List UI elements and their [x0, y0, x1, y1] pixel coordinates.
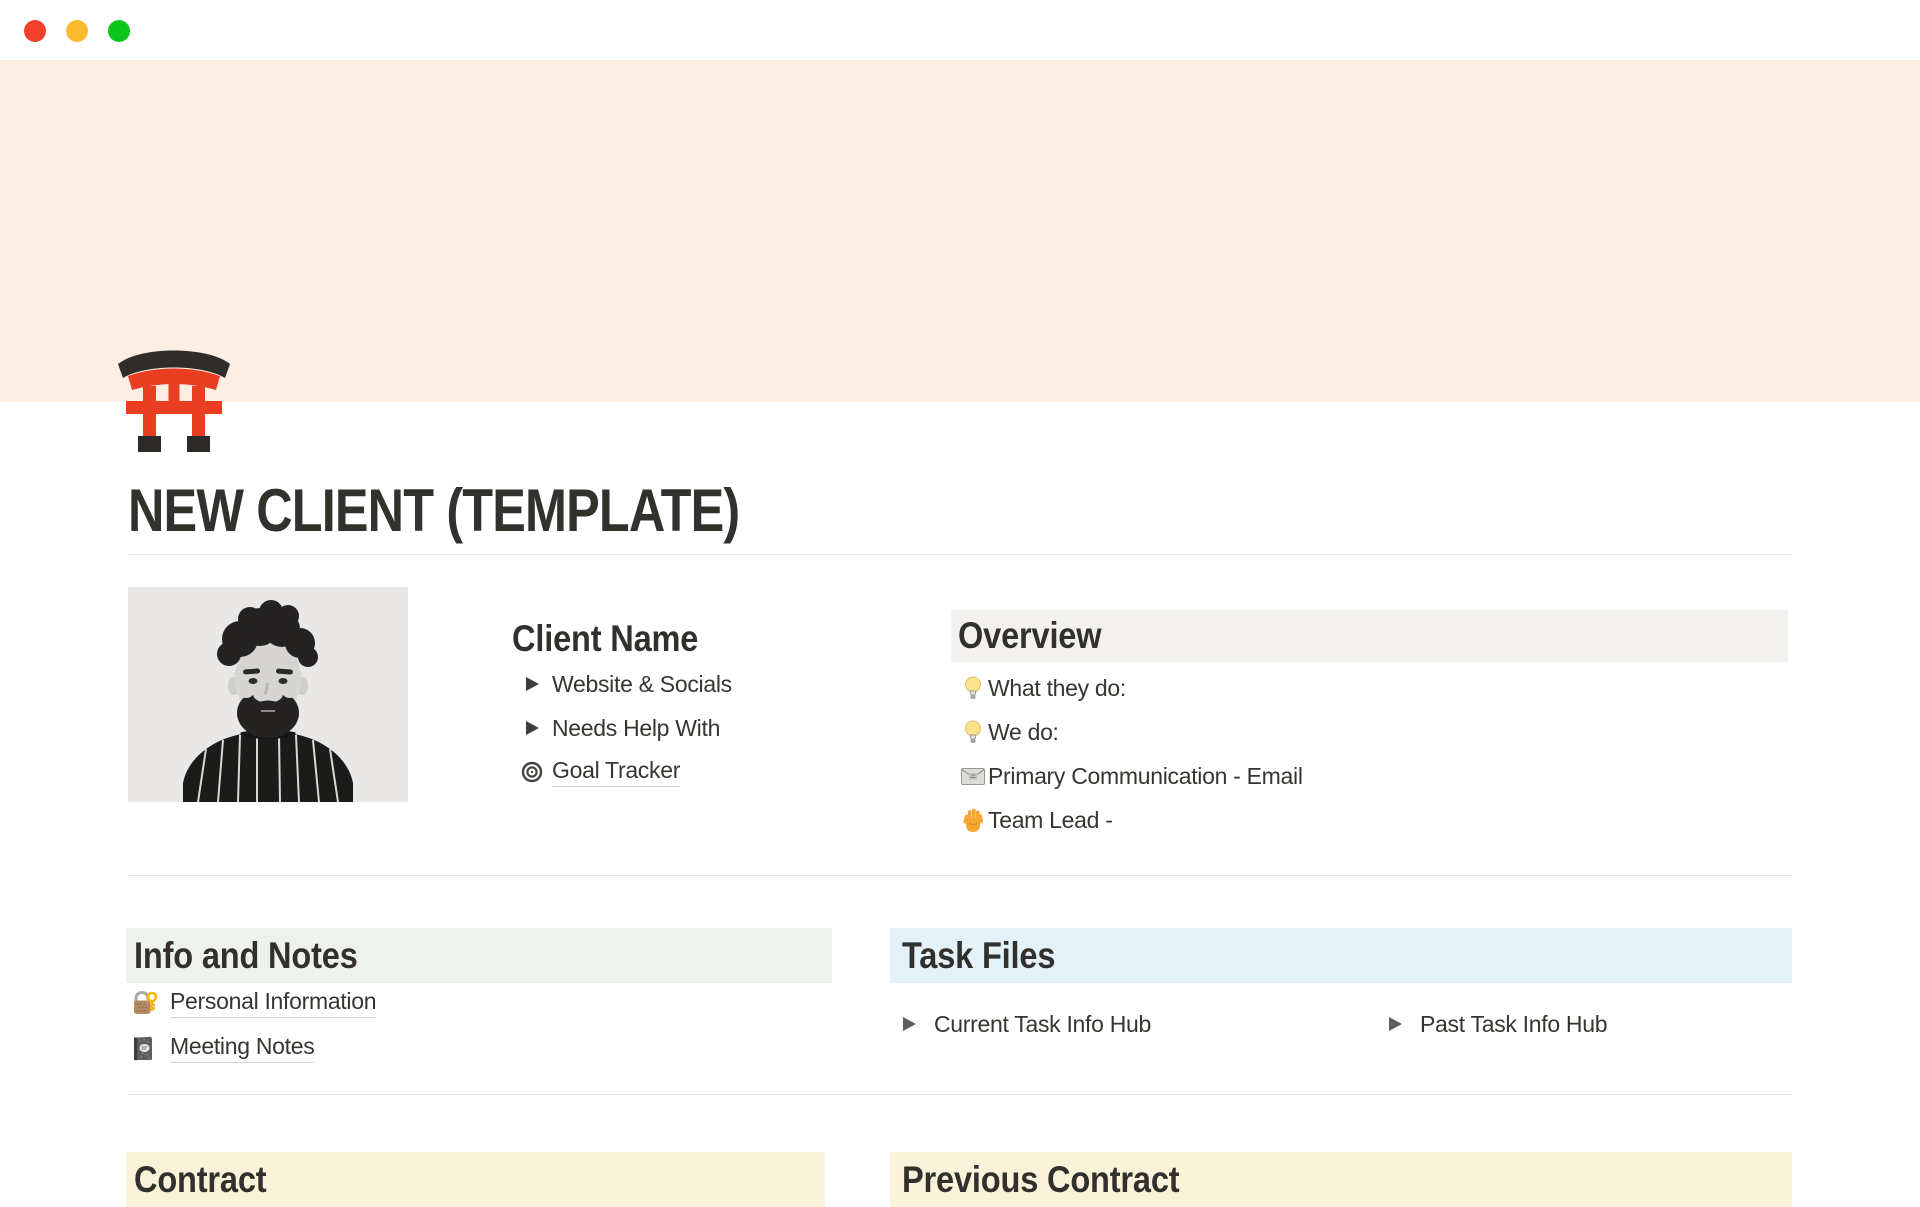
bulb-icon	[957, 720, 988, 745]
overview-heading[interactable]: Overview	[951, 610, 1788, 662]
minimize-window-button[interactable]	[66, 20, 88, 42]
window-titlebar	[0, 0, 1920, 60]
target-icon	[512, 761, 552, 783]
torii-gate-icon[interactable]	[116, 344, 232, 452]
overview-item[interactable]: Team Lead -	[957, 798, 1113, 842]
toggle-triangle-icon[interactable]	[1382, 1017, 1408, 1031]
toggle-current-task-info-hub[interactable]: Current Task Info Hub	[896, 1002, 1151, 1046]
client-name-heading[interactable]: Client Name	[512, 618, 699, 659]
info-and-notes-heading[interactable]: Info and Notes	[126, 928, 832, 983]
bulb-icon	[957, 676, 988, 701]
page-cover[interactable]	[0, 60, 1920, 402]
previous-contract-heading[interactable]: Previous Contract	[890, 1152, 1792, 1207]
overview-item[interactable]: What they do:	[957, 666, 1126, 710]
lock-with-key-icon	[128, 990, 170, 1017]
divider	[128, 554, 1792, 555]
divider	[128, 1094, 1792, 1095]
notebook-icon	[128, 1035, 170, 1062]
close-window-button[interactable]	[24, 20, 46, 42]
meeting-notes-link[interactable]: Meeting Notes	[128, 1026, 315, 1070]
toggle-needs-help-with[interactable]: Needs Help With	[512, 706, 720, 750]
toggle-triangle-icon[interactable]	[896, 1017, 922, 1031]
toggle-triangle-icon[interactable]	[512, 677, 552, 691]
toggle-website-socials[interactable]: Website & Socials	[512, 662, 732, 706]
email-icon	[957, 767, 988, 785]
link-label: Goal Tracker	[552, 757, 680, 787]
toggle-past-task-info-hub[interactable]: Past Task Info Hub	[1382, 1002, 1608, 1046]
page-title[interactable]: NEW CLIENT (TEMPLATE)	[128, 477, 740, 544]
task-files-heading[interactable]: Task Files	[890, 928, 1792, 983]
toggle-label: Website & Socials	[552, 670, 732, 697]
contract-heading[interactable]: Contract	[126, 1152, 825, 1207]
personal-information-link[interactable]: Personal Information	[128, 981, 377, 1025]
client-photo[interactable]	[128, 587, 408, 803]
raised-hand-icon	[957, 808, 988, 832]
divider	[128, 875, 1792, 876]
toggle-label: Needs Help With	[552, 714, 721, 741]
zoom-window-button[interactable]	[108, 20, 130, 42]
toggle-triangle-icon[interactable]	[512, 721, 552, 735]
goal-tracker-link[interactable]: Goal Tracker	[512, 750, 680, 794]
overview-item[interactable]: We do:	[957, 710, 1059, 754]
overview-item[interactable]: Primary Communication - Email	[957, 754, 1303, 798]
